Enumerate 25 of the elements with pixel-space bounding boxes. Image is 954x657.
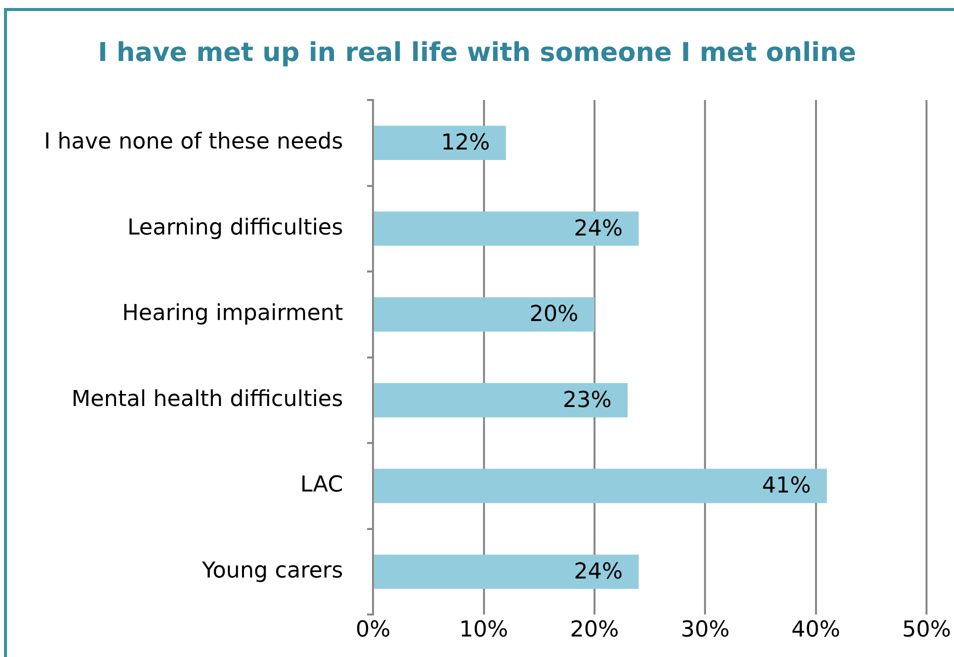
- y-tick-label: LAC: [300, 472, 344, 498]
- x-tick-label: 40%: [791, 618, 840, 643]
- bar: [374, 126, 506, 160]
- data-label: 24%: [574, 559, 623, 584]
- x-tick-label: 10%: [459, 618, 508, 643]
- data-label: 24%: [574, 216, 623, 242]
- y-tick-label: Mental health difficulties: [72, 386, 344, 412]
- data-label: 41%: [762, 474, 811, 499]
- chart-title: I have met up in real life with someone I met online: [96, 38, 858, 68]
- y-tick-label: Young carers: [201, 558, 344, 584]
- bar: [374, 383, 628, 418]
- y-tick-label: I have none of these needs: [44, 130, 344, 155]
- y-tick-label: Hearing impairment: [122, 301, 344, 326]
- bar: [374, 297, 594, 332]
- bar: [374, 211, 639, 246]
- x-tick-label: 0%: [356, 618, 391, 643]
- x-tick-label: 50%: [902, 618, 952, 643]
- data-label: 12%: [440, 130, 490, 156]
- data-label: 23%: [562, 388, 612, 413]
- data-label: 20%: [530, 302, 578, 328]
- y-tick-label: Learning difficulties: [127, 215, 344, 240]
- x-tick-label: 20%: [570, 618, 619, 643]
- bar: [374, 468, 827, 504]
- x-tick-label: 30%: [680, 618, 730, 643]
- bar: [374, 554, 639, 589]
